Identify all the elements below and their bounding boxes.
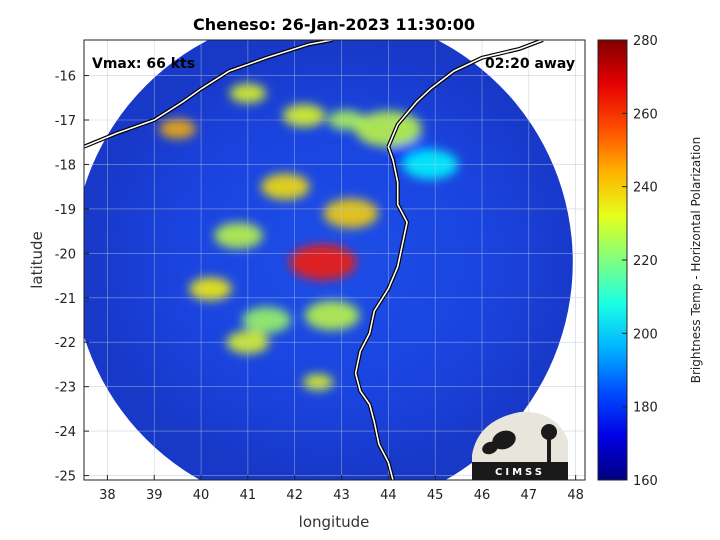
vmax-annotation: Vmax: 66 kts [92, 56, 195, 72]
y-tick-label: -20 [55, 247, 76, 262]
logo-band [472, 462, 568, 480]
x-tick-label: 42 [286, 488, 303, 503]
colorbar-tick-label: 180 [633, 401, 658, 416]
x-tick-label: 44 [380, 488, 397, 503]
x-tick-label: 39 [146, 488, 163, 503]
rainband-sample [260, 173, 310, 200]
colorbar: 280 260 240 220 200 180 160 Brightness Temp - … [597, 34, 703, 489]
logo-lettering: CIMSS [495, 467, 545, 478]
x-tick-label: 41 [240, 488, 257, 503]
coastline-north-highlight [387, 40, 544, 148]
colorbar-tick-labels: 280 260 240 220 200 180 160 [622, 34, 658, 489]
coastline-mainland-highlight [84, 40, 333, 148]
x-tick-label: 46 [474, 488, 491, 503]
x-tick-label: 47 [521, 488, 538, 503]
y-tick-label: -22 [55, 336, 76, 351]
rainband-sample [214, 222, 263, 249]
y-tick-label: -16 [55, 70, 76, 85]
radar-dish-small-icon [482, 441, 498, 455]
y-tick-label: -23 [55, 381, 76, 396]
rainband-sample [282, 104, 326, 128]
y-tick-label: -18 [55, 158, 76, 173]
y-tick-label: -17 [55, 114, 76, 129]
y-tick-label: -24 [55, 425, 76, 440]
colorbar-tick-label: 240 [633, 181, 658, 196]
colorbar-tick-label: 200 [633, 327, 658, 342]
x-tick-label: 40 [193, 488, 210, 503]
colorbar-label: Brightness Temp - Horizontal Polarizatio… [689, 137, 703, 384]
water-tower-leg-icon [547, 438, 551, 462]
x-tick-label: 48 [567, 488, 584, 503]
colorbar-tick-label: 220 [633, 254, 658, 269]
plot-area: 38 39 40 41 42 43 44 45 46 47 48 -16 -17 -18 -19 -20 -2… [55, 39, 586, 503]
radar-dish-icon [492, 430, 516, 450]
microwave-swath [84, 40, 573, 480]
x-tick-label: 45 [427, 488, 444, 503]
coastline-layer [84, 40, 544, 480]
y-tick-label: -21 [55, 292, 76, 307]
cimss-logo: CIMSS [472, 411, 568, 480]
y-tick-labels: -16 -17 -18 -19 -20 -21 -22 -23 -24 -25 [55, 70, 89, 485]
rainband-sample [302, 374, 334, 391]
coastline-highlight [354, 146, 408, 480]
rainband-sample [304, 300, 360, 331]
time-away-annotation: 02:20 away [485, 56, 575, 72]
y-axis-label: latitude [28, 231, 46, 289]
plot-frame [83, 39, 586, 481]
rainband-sample [289, 244, 357, 281]
colorbar-tick-label: 260 [633, 107, 658, 122]
y-tick-label: -19 [55, 203, 76, 218]
rainband-sample [242, 306, 291, 334]
chart-title: Cheneso: 26-Jan-2023 11:30:00 [193, 15, 475, 34]
x-axis-label: longitude [299, 513, 370, 531]
grid-lines [84, 40, 585, 480]
colorbar-tick-label: 280 [633, 34, 658, 49]
y-tick-label: -25 [55, 470, 76, 485]
x-tick-labels: 38 39 40 41 42 43 44 45 46 47 48 [99, 475, 584, 503]
x-tick-label: 38 [99, 488, 116, 503]
x-tick-label: 43 [333, 488, 350, 503]
rainband-sample [323, 198, 379, 229]
rainband-sample [189, 277, 232, 301]
rainband-sample [159, 119, 196, 139]
water-tower-icon [541, 424, 557, 440]
colorbar-tick-label: 160 [633, 474, 658, 489]
